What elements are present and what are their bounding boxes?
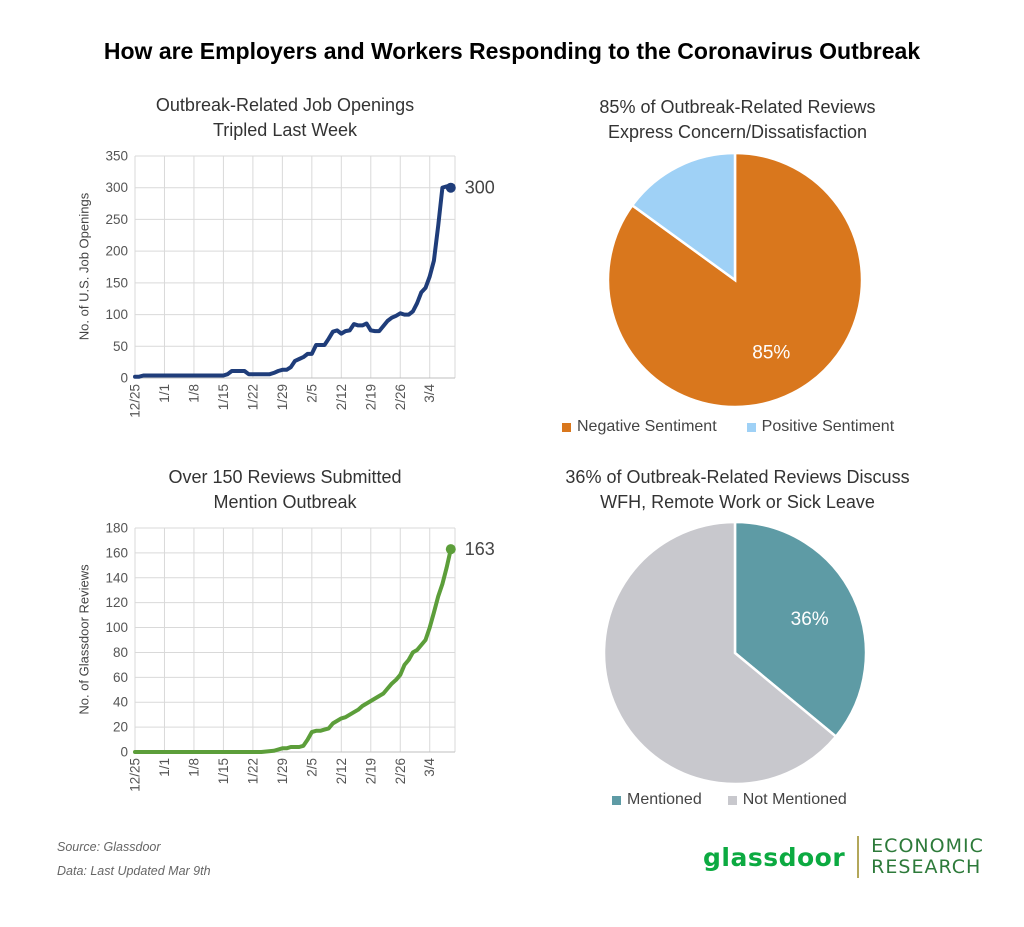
chart1-xtick: 3/4: [422, 384, 437, 403]
chart1-ytick: 150: [105, 275, 128, 290]
chart2-slice-positive-sentiment: [630, 151, 737, 283]
chart1-xtick: 1/22: [245, 384, 260, 410]
chart1-end-marker: [445, 182, 456, 193]
chart1-title: Outbreak-Related Job Openings Tripled Las…: [155, 95, 415, 140]
chart4-slice-mentioned: [733, 520, 868, 739]
chart3-xtick: 2/12: [334, 758, 349, 784]
chart3-title: Over 150 Reviews Submitted Mention Outbre…: [168, 467, 402, 512]
chart1-xtick: 1/8: [186, 384, 201, 403]
updated-note: Data: Last Updated Mar 9th: [57, 864, 211, 878]
chart1-end-label: 300: [465, 178, 495, 198]
legend-label-not-mentioned: Not Mentioned: [742, 791, 847, 808]
chart2-title: 85% of Outbreak-Related Reviews Express C…: [599, 97, 876, 142]
chart3-xtick: 1/15: [216, 758, 231, 784]
chart3-xtick: 1/1: [157, 758, 172, 777]
chart4-slice-label: 36%: [791, 609, 829, 630]
glassdoor-wordmark: glassdoor: [703, 842, 846, 872]
chart1-series-line: [133, 184, 453, 379]
chart2-legend: Negative Sentiment Positive Sentiment: [562, 418, 894, 436]
chart1-xtick: 1/1: [157, 384, 172, 403]
chart1-ytick: 0: [120, 371, 128, 386]
chart3-ytick: 160: [105, 545, 128, 560]
chart4-title: 36% of Outbreak-Related Reviews Discuss W…: [565, 467, 910, 512]
source-note: Source: Glassdoor: [57, 840, 161, 854]
chart1-ytick: 200: [105, 244, 128, 259]
chart3-ytick: 140: [105, 570, 128, 585]
chart1-xtick: 1/15: [216, 384, 231, 410]
logo-research: RESEARCH: [871, 856, 982, 878]
chart3-xtick: 2/19: [363, 758, 378, 784]
chart3-xtick: 1/22: [245, 758, 260, 784]
chart1-xtick: 2/12: [334, 384, 349, 410]
chart2-slice-label: 85%: [752, 342, 790, 363]
chart4-slice-not-mentioned: [602, 520, 838, 786]
chart3-xtick: 1/8: [186, 758, 201, 777]
chart1-xtick: 12/25: [128, 384, 143, 418]
glassdoor-economic-research-logo: glassdoor ECONOMIC RESEARCH: [703, 836, 984, 878]
chart3-ytick: 180: [105, 521, 128, 536]
legend-swatch-positive: [746, 422, 756, 432]
chart3-xtick: 12/25: [128, 758, 143, 792]
chart3-xtick: 1/29: [275, 758, 290, 784]
chart1-ytick: 300: [105, 180, 128, 195]
chart3-ytick: 40: [113, 695, 128, 710]
chart1-xtick: 1/29: [275, 384, 290, 410]
legend-swatch-not-mentioned: [727, 795, 737, 805]
legend-swatch-mentioned: [612, 795, 621, 805]
chart3-ytick: 80: [113, 645, 128, 660]
chart1-ytick: 350: [105, 149, 128, 164]
legend-label-mentioned: Mentioned: [627, 791, 702, 808]
chart3-series-line: [133, 547, 453, 754]
chart3-xtick: 2/26: [393, 758, 408, 784]
chart1-ytick: 50: [113, 339, 128, 354]
logo-economic: ECONOMIC: [871, 835, 984, 857]
chart3-ytick: 20: [113, 720, 128, 735]
chart3-ytick: 100: [105, 620, 128, 635]
chart1-ytick: 250: [105, 212, 128, 227]
chart3-end-marker: [445, 544, 456, 555]
legend-label-positive: Positive Sentiment: [761, 418, 895, 435]
chart3-xtick: 2/5: [304, 758, 319, 777]
chart1-xtick: 2/19: [363, 384, 378, 410]
legend-label-negative: Negative Sentiment: [577, 418, 717, 435]
chart1-xtick: 2/5: [304, 384, 319, 403]
chart3-xtick: 3/4: [422, 758, 437, 777]
chart3-end-label: 163: [465, 539, 495, 559]
chart3-ytick: 120: [105, 595, 128, 610]
logo-divider: [857, 836, 860, 878]
chart1-ytick: 100: [105, 307, 128, 322]
chart4-legend: Mentioned Not Mentioned: [612, 791, 847, 809]
legend-swatch-negative: [562, 422, 571, 432]
chart1-xtick: 2/26: [393, 384, 408, 410]
page-title: How are Employers and Workers Responding…: [103, 38, 921, 64]
chart3-ytick: 0: [120, 745, 128, 760]
chart3-ytick: 60: [113, 670, 128, 685]
